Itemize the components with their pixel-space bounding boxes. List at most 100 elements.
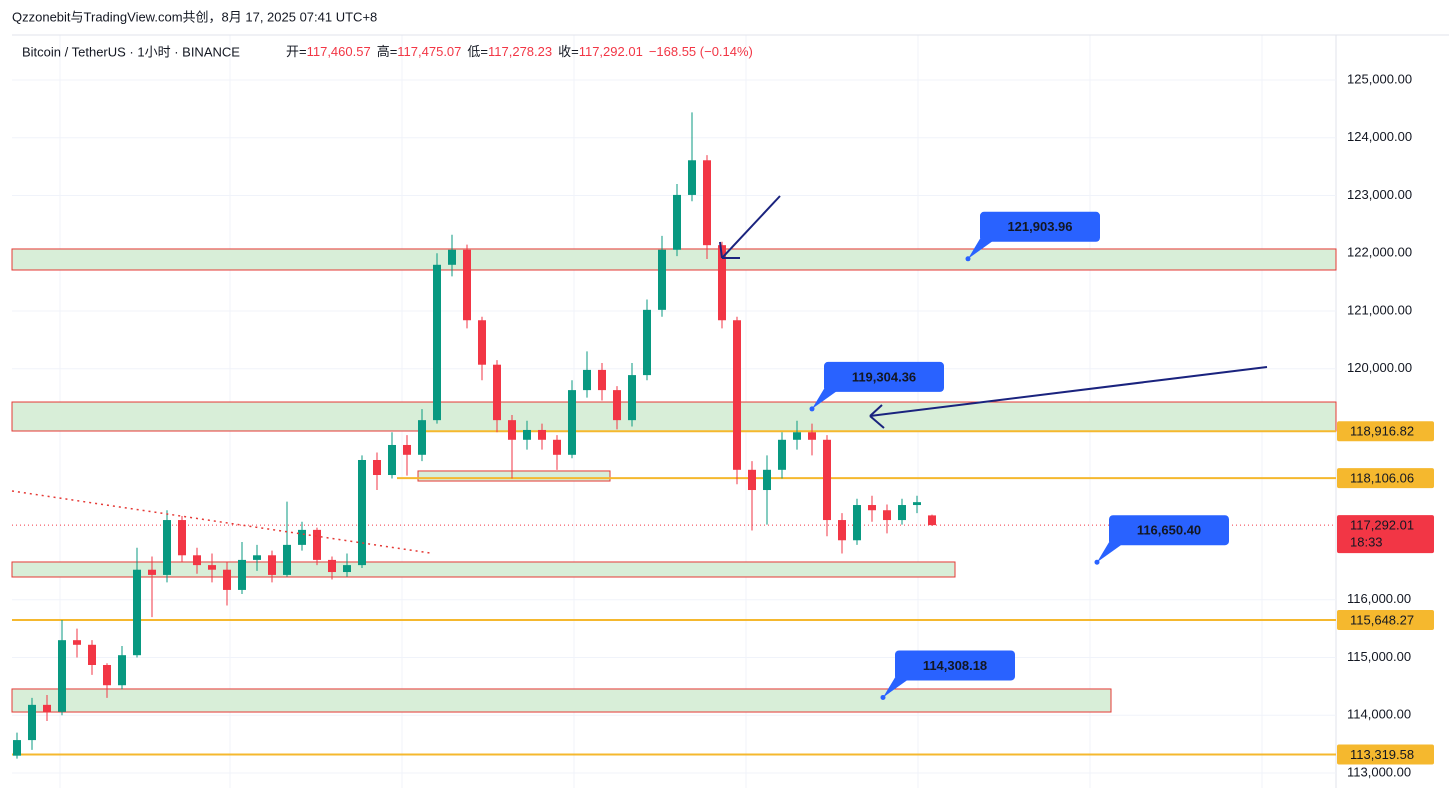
candle-body <box>58 640 66 712</box>
callout <box>980 211 1100 242</box>
candle-body <box>433 264 441 421</box>
ohlc-prefix: 低= <box>467 44 488 59</box>
y-tick-label: 114,000.00 <box>1347 707 1411 722</box>
candle-body <box>163 520 171 575</box>
level-tag <box>1337 610 1434 631</box>
candle-body <box>913 502 921 506</box>
level-tag <box>1337 421 1434 442</box>
arrow <box>869 366 1268 429</box>
candle-body <box>628 375 636 421</box>
candle-body <box>178 520 186 556</box>
callout-tail <box>1097 542 1125 563</box>
y-tick-label: 123,000.00 <box>1347 187 1412 202</box>
candle-body <box>88 644 96 666</box>
candle-body <box>283 544 291 575</box>
candle-body <box>748 469 756 491</box>
candle-body <box>253 555 261 560</box>
candle-body <box>538 429 546 440</box>
candle-body <box>853 505 861 541</box>
zone <box>11 561 956 578</box>
price-tag <box>1337 515 1434 554</box>
candle-body <box>493 364 501 421</box>
y-tick-label: 125,000.00 <box>1347 71 1412 86</box>
callout-point <box>809 406 815 412</box>
candle-body <box>763 469 771 491</box>
candle-body <box>838 520 846 541</box>
countdown: 18:33 <box>1350 535 1383 550</box>
y-tick-label: 113,000.00 <box>1347 764 1411 779</box>
callout-label: 116,650.40 <box>1137 523 1201 538</box>
candle-body <box>298 529 306 545</box>
ohlc-value: 117,278.23 <box>488 44 552 59</box>
candle-body <box>463 249 471 321</box>
candle-body <box>238 559 246 590</box>
candle-body <box>193 555 201 566</box>
candle-body <box>373 459 381 476</box>
candle-body <box>883 510 891 521</box>
y-tick-label: 121,000.00 <box>1347 302 1412 317</box>
candle-body <box>643 309 651 376</box>
candle-body <box>148 569 156 575</box>
candle-body <box>388 444 396 476</box>
y-tick-label: 124,000.00 <box>1347 129 1412 144</box>
price-label: 117,292.01 <box>1350 518 1414 533</box>
candle-body <box>598 369 606 391</box>
level-label: 118,106.06 <box>1350 471 1414 486</box>
level-label: 115,648.27 <box>1350 612 1414 627</box>
symbol: Bitcoin / TetherUS · 1小时 · BINANCE <box>22 44 240 59</box>
candle-body <box>28 704 36 741</box>
candle-body <box>403 444 411 455</box>
callout-point <box>880 694 886 700</box>
candle-body <box>733 320 741 470</box>
candle-body <box>718 245 726 321</box>
candle-body <box>583 369 591 391</box>
candle-body <box>553 439 561 455</box>
candle-body <box>73 640 81 645</box>
ohlc-prefix: 收= <box>558 44 579 59</box>
candle-body <box>418 420 426 455</box>
level-tag <box>1337 744 1434 765</box>
callout-tail <box>968 238 996 259</box>
candle-body <box>568 390 576 455</box>
arrow <box>719 195 781 259</box>
callout-tail <box>812 388 840 409</box>
zone <box>11 688 1112 713</box>
ohlc-value: 117,475.07 <box>397 44 461 59</box>
level-label: 118,916.82 <box>1350 424 1414 439</box>
chart-title: Qzzonebit与TradingView.com共创，8月 17, 2025 … <box>12 9 377 24</box>
callout-point <box>965 256 971 262</box>
callout-label: 121,903.96 <box>1007 219 1072 234</box>
y-tick-label: 122,000.00 <box>1347 245 1412 260</box>
candle-body <box>13 740 21 756</box>
callout <box>824 361 944 392</box>
candle-body <box>43 704 51 712</box>
zone <box>11 401 1337 432</box>
ohlc-prefix: 开= <box>286 44 307 59</box>
candle-body <box>928 515 936 526</box>
candle-body <box>793 432 801 440</box>
candle-body <box>898 505 906 521</box>
candle-body <box>313 529 321 560</box>
candle-body <box>868 505 876 511</box>
candle-body <box>613 390 621 421</box>
level-tag <box>1337 468 1434 489</box>
candle-body <box>328 559 336 573</box>
level-label: 113,319.58 <box>1350 747 1414 762</box>
candle-body <box>448 249 456 265</box>
zone <box>417 470 611 482</box>
candle-body <box>673 194 681 250</box>
candle-body <box>358 459 366 566</box>
callout <box>1109 515 1229 546</box>
ohlc-prefix: 高= <box>377 44 398 59</box>
candle-body <box>703 160 711 246</box>
callout-label: 114,308.18 <box>923 658 987 673</box>
candle-body <box>778 439 786 470</box>
candle-body <box>523 429 531 440</box>
candle-body <box>103 665 111 686</box>
zone <box>11 248 1337 271</box>
candle-body <box>508 420 516 440</box>
ohlc-value: 117,460.57 <box>307 44 371 59</box>
ohlc-legend: 开=117,460.57 高=117,475.07 低=117,278.23 收=11… <box>286 44 753 59</box>
y-tick-label: 115,000.00 <box>1347 649 1411 664</box>
candle-body <box>133 569 141 656</box>
